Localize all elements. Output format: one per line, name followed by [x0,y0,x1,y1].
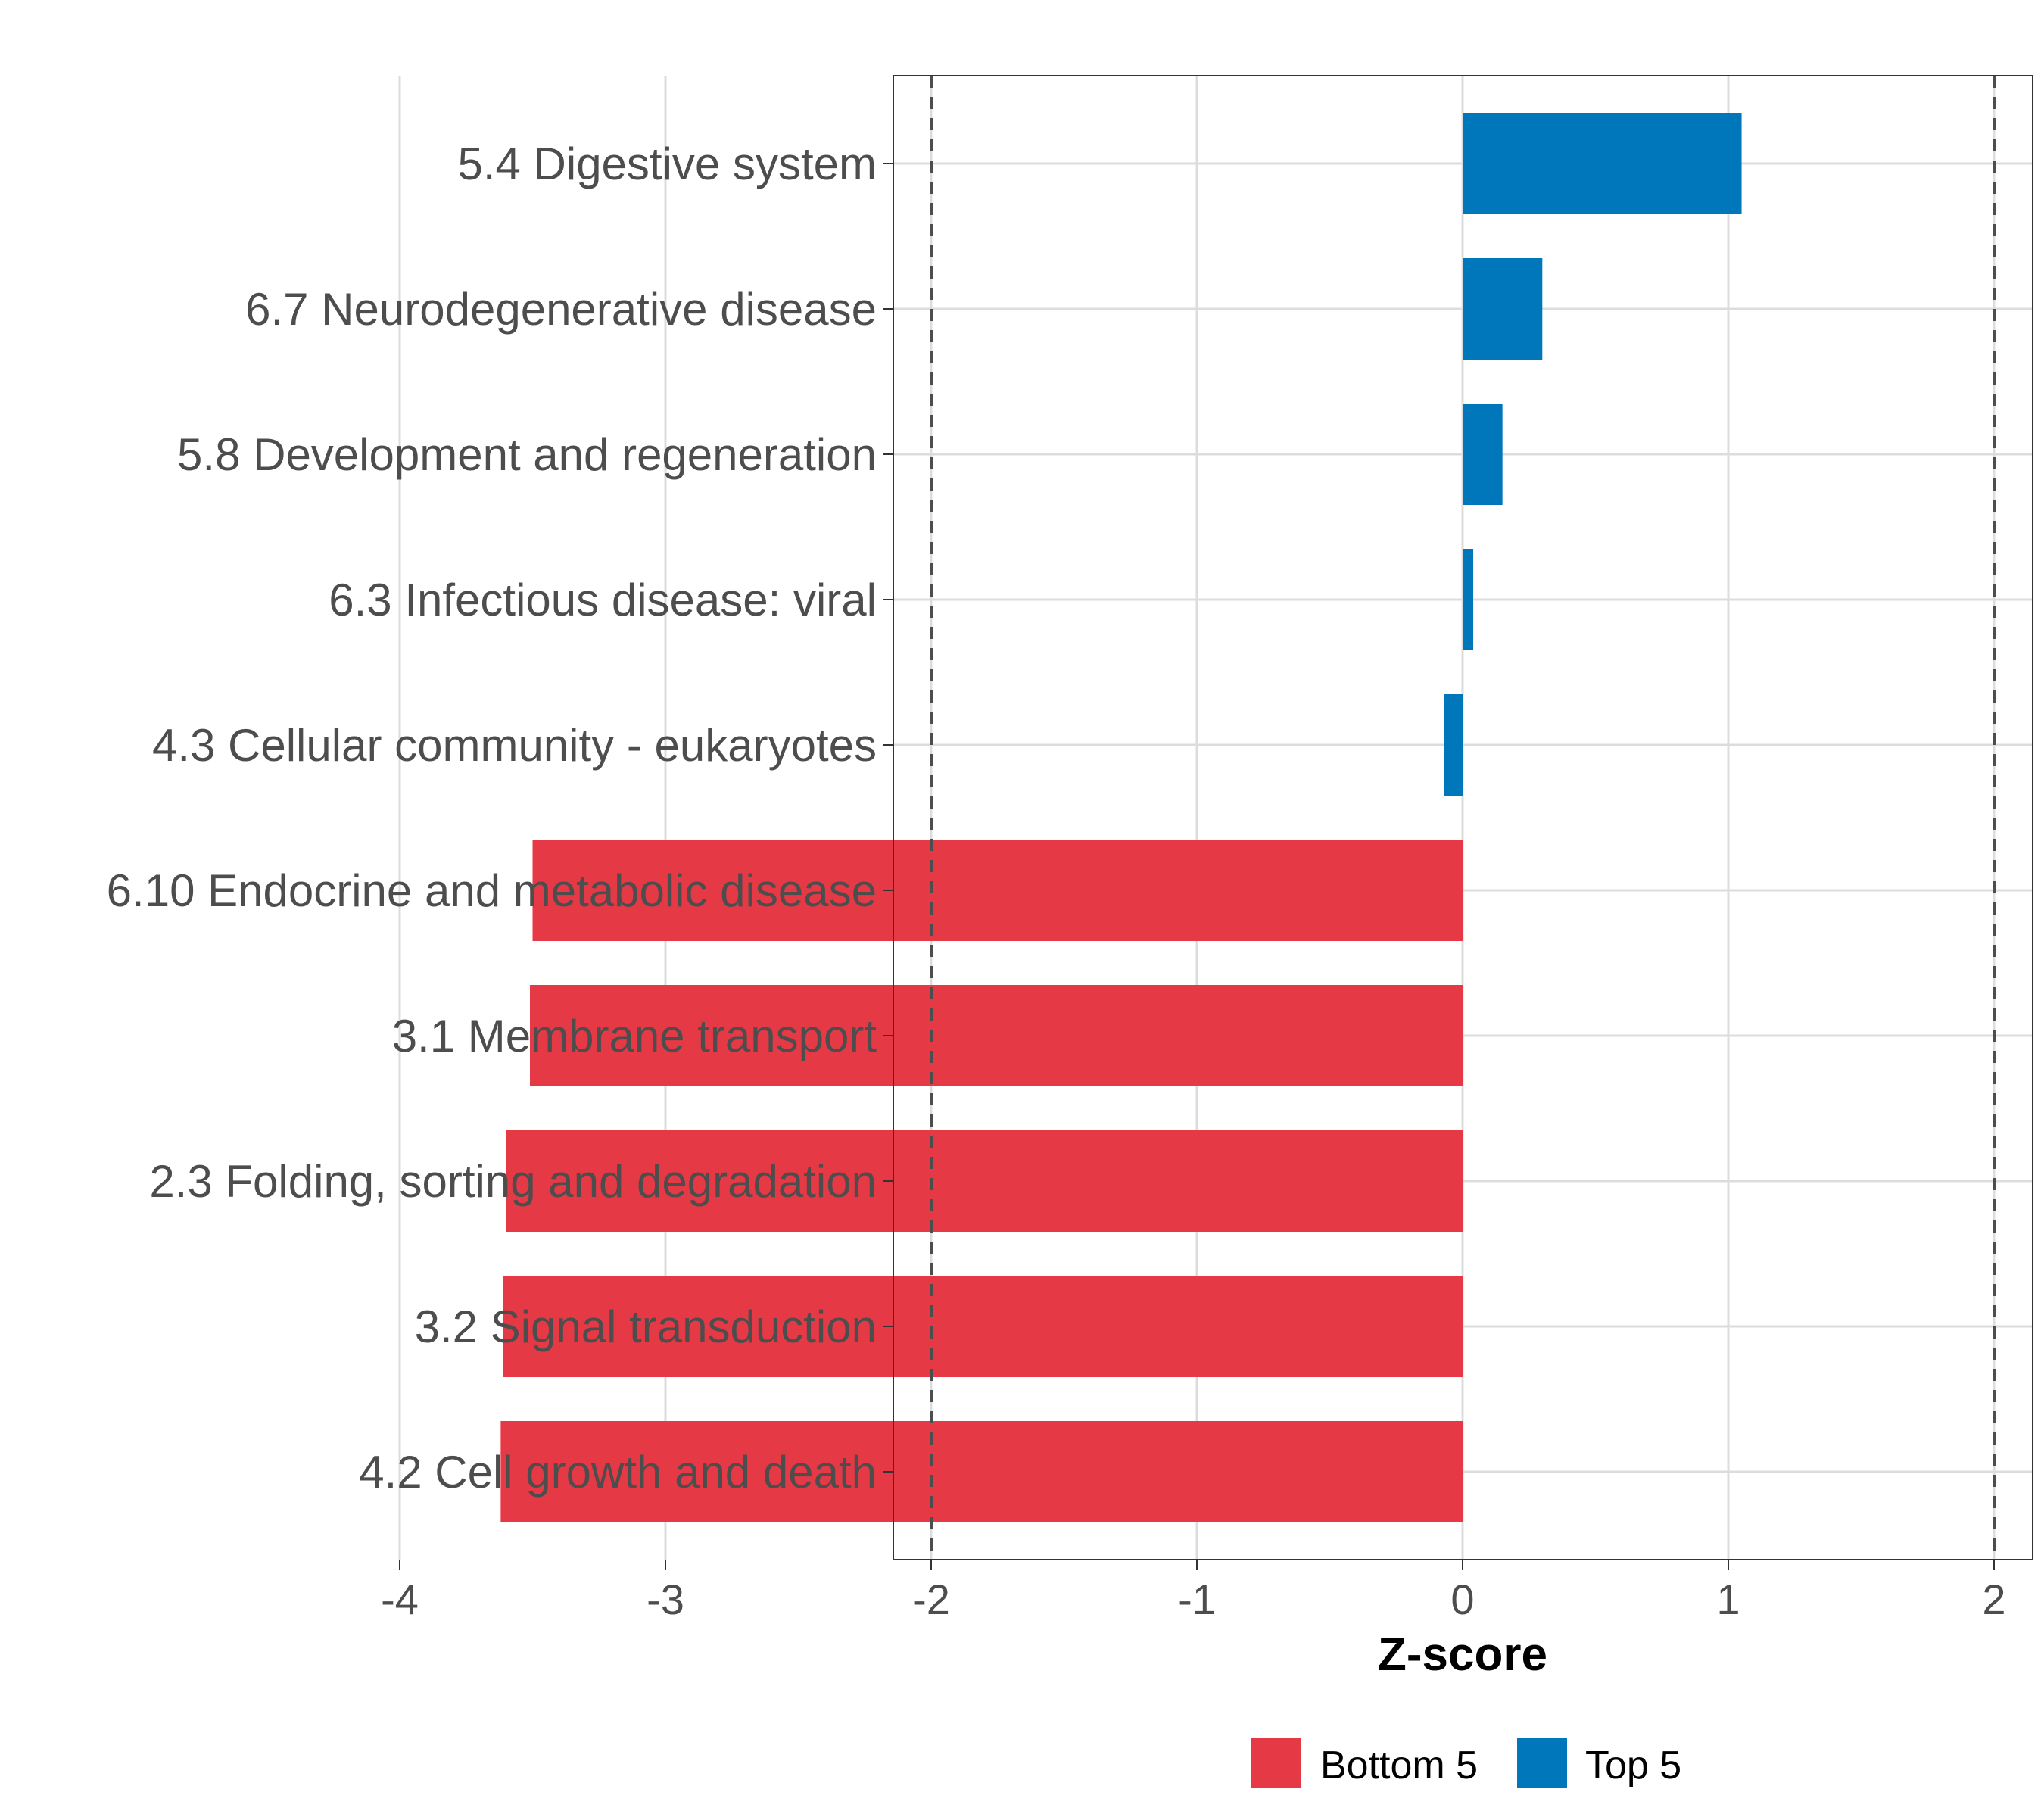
legend-swatch-bottom-5 [1251,1738,1301,1788]
x-tick-label-2: -2 [912,1575,950,1623]
x-tick-label-4: 0 [1450,1575,1474,1623]
y-axis: 5.4 Digestive system 6.7 Neurodegenerativ… [107,139,893,1498]
x-tick-label-0: -4 [381,1575,419,1623]
category-label-6: 3.1 Membrane transport [392,1011,877,1061]
x-axis-title: Z-score [1378,1628,1547,1681]
bar-3 [1463,549,1474,650]
x-tick-label-3: -1 [1178,1575,1216,1623]
bar-1 [1463,258,1543,360]
x-tick-label-5: 1 [1716,1575,1740,1623]
category-label-8: 3.2 Signal transduction [415,1301,877,1352]
category-label-5: 6.10 Endocrine and metabolic disease [107,865,877,916]
legend: Bottom 5 Top 5 [1251,1738,1681,1788]
category-label-3: 6.3 Infectious disease: viral [329,575,877,625]
bar-8 [503,1276,1463,1377]
bar-4 [1444,694,1463,796]
reference-lines [930,76,1996,1560]
category-label-0: 5.4 Digestive system [457,139,877,189]
grid-lines [398,76,2033,1560]
x-axis: -4-3-2-101234 [381,1560,2006,1623]
category-label-2: 5.8 Development and regeneration [177,429,877,480]
bars [500,113,1742,1522]
category-label-9: 4.2 Cell growth and death [359,1447,877,1498]
x-tick-label-1: -3 [647,1575,684,1623]
bar-5 [532,840,1463,941]
category-label-7: 2.3 Folding, sorting and degradation [149,1156,877,1207]
bar-6 [529,985,1463,1086]
x-tick-label-6: 2 [1982,1575,2005,1623]
bar-7 [506,1130,1463,1232]
category-label-1: 6.7 Neurodegenerative disease [245,284,877,335]
legend-label-bottom-5: Bottom 5 [1320,1744,1478,1787]
category-label-4: 4.3 Cellular community - eukaryotes [152,720,877,771]
bar-9 [500,1421,1463,1522]
legend-label-top-5: Top 5 [1585,1744,1681,1787]
bar-2 [1463,404,1503,505]
legend-swatch-top-5 [1517,1738,1567,1788]
bar-0 [1463,113,1742,214]
